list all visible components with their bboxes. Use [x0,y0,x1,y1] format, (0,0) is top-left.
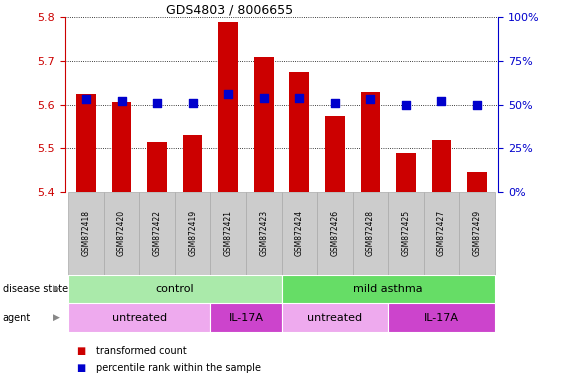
Bar [77,94,96,192]
Bar [218,22,238,192]
Point [153,100,162,106]
Bar [325,116,345,192]
Bar [68,192,104,275]
Bar [104,192,140,275]
Text: GSM872429: GSM872429 [472,210,481,257]
Text: GSM872418: GSM872418 [82,210,91,256]
Text: percentile rank within the sample: percentile rank within the sample [96,363,261,373]
Text: GSM872423: GSM872423 [259,210,268,257]
Point [366,96,375,103]
Text: untreated: untreated [112,313,167,323]
Bar [211,192,246,275]
Text: GSM872424: GSM872424 [295,210,304,257]
Point [295,94,304,101]
Bar [388,192,423,275]
Text: GSM872427: GSM872427 [437,210,446,257]
Bar [140,192,175,275]
Bar [432,140,451,192]
Bar [467,172,486,192]
Text: GSM872425: GSM872425 [401,210,410,257]
Point [188,100,197,106]
Text: GSM872428: GSM872428 [366,210,375,256]
Bar [396,153,415,192]
Text: ▶: ▶ [53,284,60,293]
Bar [352,192,388,275]
Bar [282,192,317,275]
Text: ■: ■ [76,346,85,356]
Point [330,100,339,106]
Text: GSM872422: GSM872422 [153,210,162,256]
Bar [183,135,203,192]
Bar [360,91,380,192]
Text: transformed count: transformed count [96,346,186,356]
Bar [246,192,282,275]
Text: control: control [155,284,194,294]
Bar [459,192,495,275]
Point [401,101,410,108]
Text: untreated: untreated [307,313,363,323]
Bar [282,275,495,303]
Point [82,96,91,103]
Text: GSM872420: GSM872420 [117,210,126,257]
Text: disease state: disease state [3,284,68,294]
Text: GSM872421: GSM872421 [224,210,233,256]
Bar [148,142,167,192]
Text: IL-17A: IL-17A [229,313,263,323]
Bar [317,192,352,275]
Text: mild asthma: mild asthma [354,284,423,294]
Point [224,91,233,97]
Text: GSM872426: GSM872426 [330,210,339,257]
Bar [68,303,211,332]
Text: agent: agent [3,313,31,323]
Bar [112,103,131,192]
Bar [254,56,274,192]
Bar [175,192,211,275]
Bar [211,303,282,332]
Point [117,98,126,104]
Text: IL-17A: IL-17A [424,313,459,323]
Title: GDS4803 / 8006655: GDS4803 / 8006655 [166,3,293,16]
Text: ▶: ▶ [53,313,60,322]
Text: ■: ■ [76,363,85,373]
Point [259,94,268,101]
Bar [289,72,309,192]
Bar [388,303,495,332]
Point [437,98,446,104]
Bar [68,275,282,303]
Point [472,101,481,108]
Text: GSM872419: GSM872419 [188,210,197,257]
Bar [282,303,388,332]
Bar [423,192,459,275]
